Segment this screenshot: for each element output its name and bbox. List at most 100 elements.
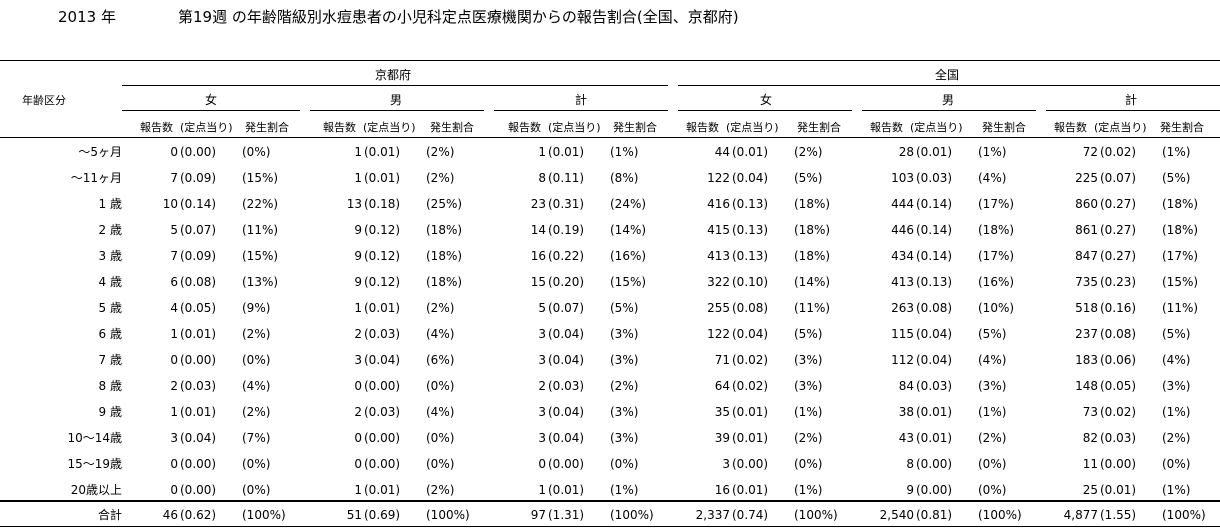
report-count: 1: [354, 145, 362, 159]
per-site-value: (0.04): [916, 327, 953, 341]
report-count: 446: [891, 223, 914, 237]
per-site-value: (0.04): [548, 431, 585, 445]
per-site-value: (0.02): [732, 353, 769, 367]
report-count: 255: [707, 301, 730, 315]
sub-header-count: 報告数: [686, 121, 719, 134]
sub-header-per-site: (定点当り): [726, 121, 779, 134]
report-count: 0: [354, 431, 362, 445]
report-count: 322: [707, 275, 730, 289]
ratio-value: (2%): [1162, 431, 1191, 445]
ratio-value: (5%): [794, 171, 823, 185]
ratio-value: (3%): [610, 405, 639, 419]
ratio-value: (1%): [978, 405, 1007, 419]
table-row: 〜11ヶ月 7 (0.09) (15%) 1 (0.01) (2%) 8 (0.11) (8%) 1…: [0, 165, 1220, 191]
report-count: 1: [354, 301, 362, 315]
per-site-value: (0.01): [1100, 483, 1137, 497]
per-site-value: (0.00): [364, 457, 401, 471]
ratio-value: (100%): [426, 508, 470, 522]
report-count: 3: [538, 327, 546, 341]
report-count: 2,540: [879, 508, 914, 522]
ratio-value: (0%): [1162, 457, 1191, 471]
ratio-value: (24%): [610, 197, 647, 211]
report-count: 413: [891, 275, 914, 289]
ratio-value: (2%): [610, 379, 639, 393]
table-row: 5 歳 4 (0.05) (9%) 1 (0.01) (2%) 5 (0.07) (5%) 255(…: [0, 295, 1220, 321]
report-count: 10: [162, 197, 178, 211]
ratio-value: (2%): [242, 405, 271, 419]
per-site-value: (0.05): [1100, 379, 1137, 393]
sub-header-per-site: (定点当り): [910, 121, 963, 134]
ratio-value: (15%): [242, 249, 279, 263]
ratio-value: (5%): [978, 327, 1007, 341]
per-site-value: (0.10): [732, 275, 769, 289]
ratio-value: (0%): [426, 457, 455, 471]
national-header: 全国: [935, 68, 960, 82]
table-row: 20歳以上 0 (0.00) (0%) 1 (0.01) (2%) 1 (0.01) (1%) 16…: [0, 477, 1220, 503]
per-site-value: (0.13): [916, 275, 953, 289]
per-site-value: (0.03): [364, 327, 401, 341]
ratio-value: (1%): [1162, 145, 1191, 159]
per-site-value: (0.04): [732, 171, 769, 185]
ratio-value: (5%): [1162, 171, 1191, 185]
table-row: 2 歳 5 (0.07) (11%) 9 (0.12) (18%) 14 (0.19) (14%)…: [0, 217, 1220, 243]
ratio-value: (4%): [1162, 353, 1191, 367]
table-row: 1 歳 10 (0.14) (22%) 13 (0.18) (25%) 23 (0.31) (24…: [0, 191, 1220, 217]
title-year: 2013 年: [58, 8, 116, 26]
national-female-header: 女: [760, 93, 773, 107]
ratio-value: (18%): [426, 249, 463, 263]
national-male-header: 男: [942, 93, 955, 107]
ratio-value: (10%): [978, 301, 1015, 315]
per-site-value: (1.55): [1100, 508, 1137, 522]
per-site-value: (0.01): [732, 145, 769, 159]
report-count: 1: [170, 405, 178, 419]
per-site-value: (0.04): [916, 353, 953, 367]
per-site-value: (0.13): [732, 197, 769, 211]
table-row: 9 歳 1 (0.01) (2%) 2 (0.03) (4%) 3 (0.04) (3%) 35 (0…: [0, 399, 1220, 425]
per-site-value: (1.31): [548, 508, 585, 522]
report-count: 847: [1075, 249, 1098, 263]
per-site-value: (0.14): [916, 249, 953, 263]
ratio-value: (2%): [978, 431, 1007, 445]
per-site-value: (0.00): [364, 431, 401, 445]
report-count: 16: [714, 483, 730, 497]
report-count: 1: [354, 483, 362, 497]
report-count: 2,337: [695, 508, 730, 522]
ratio-value: (0%): [794, 457, 823, 471]
ratio-value: (18%): [978, 223, 1015, 237]
ratio-value: (2%): [794, 145, 823, 159]
ratio-value: (2%): [426, 171, 455, 185]
report-count: 44: [714, 145, 730, 159]
per-site-value: (0.00): [180, 145, 217, 159]
report-count: 3: [170, 431, 178, 445]
age-label: 合計: [97, 508, 122, 522]
table-row: 〜5ヶ月 0 (0.00) (0%) 1 (0.01) (2%) 1 (0.01) (1%) 44(…: [0, 139, 1220, 165]
ratio-value: (14%): [794, 275, 831, 289]
report-count: 97: [530, 508, 546, 522]
per-site-value: (0.00): [180, 353, 217, 367]
per-site-value: (0.62): [180, 508, 217, 522]
per-site-value: (0.06): [1100, 353, 1137, 367]
sub-header-count: 報告数: [1054, 121, 1087, 134]
report-count: 9: [354, 223, 362, 237]
table-bottom-rule: [0, 526, 1220, 527]
ratio-value: (17%): [978, 249, 1015, 263]
ratio-value: (22%): [242, 197, 279, 211]
ratio-value: (17%): [978, 197, 1015, 211]
per-site-value: (0.01): [364, 145, 401, 159]
ratio-value: (5%): [1162, 327, 1191, 341]
report-count: 51: [346, 508, 362, 522]
report-count: 23: [530, 197, 546, 211]
per-site-value: (0.19): [548, 223, 585, 237]
per-site-value: (0.01): [732, 405, 769, 419]
ratio-value: (0%): [242, 483, 271, 497]
report-count: 434: [891, 249, 914, 263]
report-count: 183: [1075, 353, 1098, 367]
per-site-value: (0.74): [732, 508, 769, 522]
report-count: 122: [707, 327, 730, 341]
report-count: 5: [538, 301, 546, 315]
age-label: 3 歳: [98, 249, 122, 263]
report-count: 416: [707, 197, 730, 211]
kyoto-female-rule: [122, 110, 300, 111]
report-count: 518: [1075, 301, 1098, 315]
age-label: 4 歳: [98, 275, 122, 289]
